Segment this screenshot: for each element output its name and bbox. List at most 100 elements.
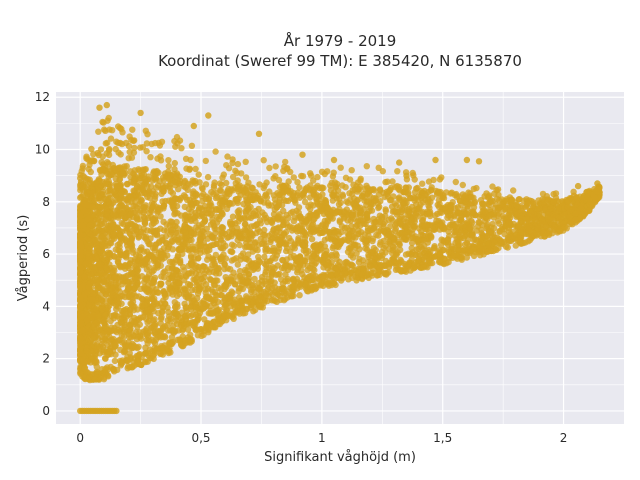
data-point <box>251 275 258 283</box>
data-point <box>300 189 308 196</box>
data-point <box>118 237 125 244</box>
data-point <box>204 173 212 181</box>
data-point <box>141 175 149 183</box>
data-point <box>104 233 112 240</box>
data-point <box>247 235 255 242</box>
data-point <box>147 154 154 161</box>
data-point <box>328 179 335 186</box>
data-point <box>129 249 137 256</box>
data-point <box>188 237 195 244</box>
data-point <box>165 243 172 251</box>
data-point <box>419 193 426 200</box>
data-point <box>249 243 256 251</box>
data-point <box>319 258 326 266</box>
data-point <box>154 261 161 269</box>
data-point <box>454 238 461 246</box>
data-point <box>349 190 356 198</box>
data-point <box>295 237 302 244</box>
data-point <box>174 303 181 311</box>
data-point <box>119 281 126 288</box>
data-point <box>257 197 264 204</box>
data-point <box>299 242 307 249</box>
data-point <box>416 204 423 211</box>
data-point <box>255 205 262 213</box>
data-point <box>212 264 220 272</box>
data-point <box>217 187 225 195</box>
data-point <box>433 191 441 198</box>
data-point <box>140 204 148 211</box>
data-point <box>392 225 399 232</box>
data-point <box>110 312 118 319</box>
data-point <box>260 231 267 238</box>
data-point <box>148 190 156 198</box>
data-point <box>488 224 495 231</box>
data-point <box>142 256 150 263</box>
data-point <box>391 239 398 246</box>
data-point <box>182 184 189 191</box>
data-point <box>283 244 291 252</box>
data-point <box>158 138 166 145</box>
data-point <box>370 187 378 194</box>
data-point <box>100 250 107 257</box>
data-point <box>415 225 423 232</box>
data-points <box>77 101 603 415</box>
data-point <box>195 171 202 178</box>
data-point <box>484 215 491 222</box>
data-point <box>477 197 485 204</box>
data-point <box>192 177 199 185</box>
data-point <box>236 214 243 221</box>
data-point <box>377 239 384 246</box>
data-point <box>182 321 190 328</box>
data-point <box>120 349 128 356</box>
data-point <box>376 218 383 225</box>
data-point <box>245 198 252 205</box>
data-point <box>195 222 203 229</box>
data-point <box>141 220 149 227</box>
data-point <box>357 177 364 184</box>
data-point <box>252 196 259 203</box>
data-point <box>495 220 503 227</box>
data-point <box>89 157 96 164</box>
data-point <box>227 266 234 273</box>
data-point <box>350 181 357 188</box>
data-point <box>271 279 278 286</box>
data-point <box>125 284 133 292</box>
data-point <box>85 331 92 338</box>
data-point <box>156 239 163 246</box>
data-point <box>329 173 337 180</box>
data-point <box>289 208 296 215</box>
data-point <box>302 219 309 226</box>
data-point <box>169 238 176 245</box>
data-point <box>550 198 557 206</box>
data-point <box>296 194 303 201</box>
data-point <box>212 277 219 284</box>
data-point <box>77 258 84 265</box>
data-point <box>235 288 242 295</box>
data-point <box>202 281 210 288</box>
data-point <box>200 305 207 312</box>
data-point <box>171 165 178 173</box>
data-point <box>126 327 133 335</box>
data-point <box>363 211 370 219</box>
data-point <box>177 322 185 329</box>
data-point <box>255 211 262 219</box>
data-point <box>183 165 190 172</box>
data-point <box>403 224 410 231</box>
data-point <box>368 207 376 214</box>
data-point <box>160 174 167 181</box>
data-point <box>408 239 416 247</box>
data-point <box>444 236 451 244</box>
data-point <box>141 285 148 292</box>
data-point <box>253 221 261 228</box>
data-point <box>282 158 289 166</box>
data-point <box>197 283 205 290</box>
data-point <box>165 157 172 164</box>
data-point <box>122 273 130 280</box>
data-point <box>152 227 159 234</box>
data-point <box>212 194 220 202</box>
data-point <box>242 235 249 243</box>
data-point <box>131 144 138 152</box>
data-point <box>200 297 207 305</box>
data-point <box>170 170 178 178</box>
data-point <box>229 213 237 220</box>
